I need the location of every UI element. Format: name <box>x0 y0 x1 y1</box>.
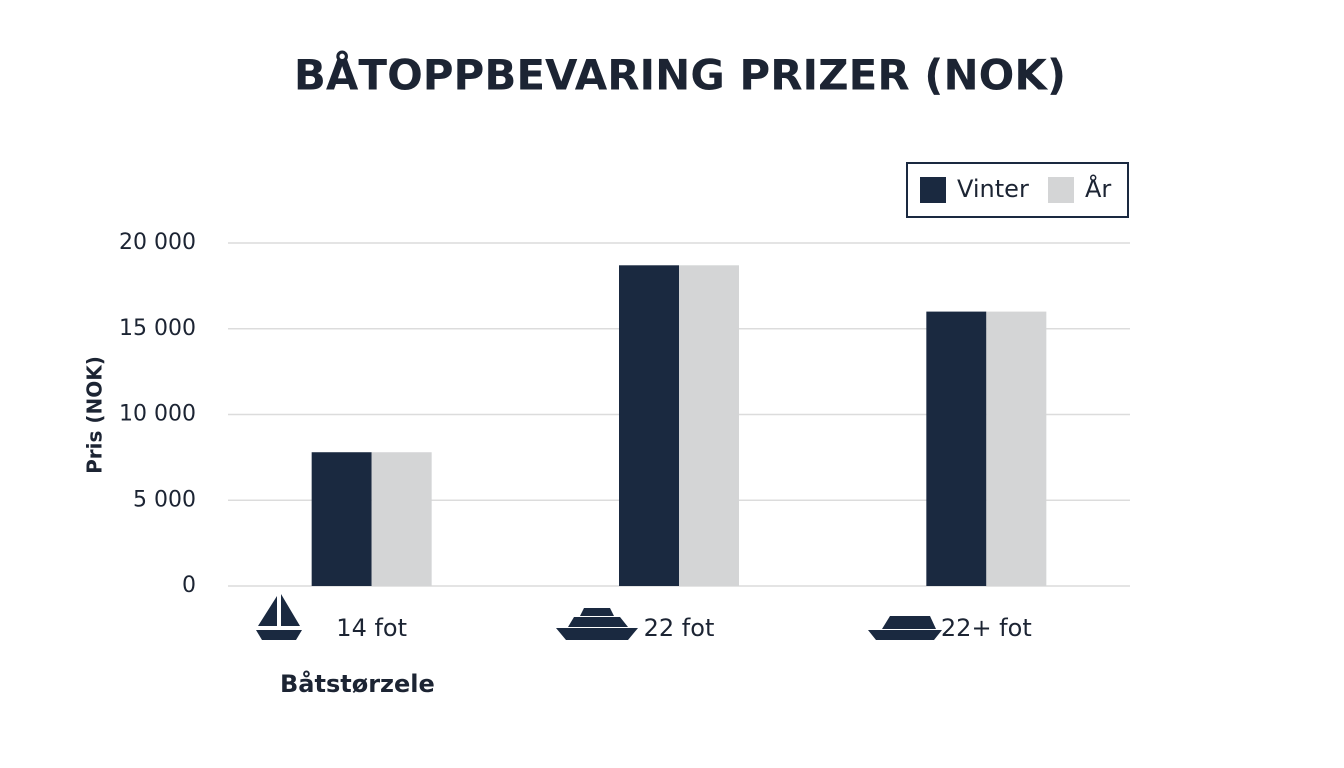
y-tick-label: 0 <box>182 573 196 598</box>
y-tick-label: 10 000 <box>119 402 196 427</box>
bar <box>986 311 1047 586</box>
x-tick-label: 22+ fot <box>941 614 1032 642</box>
y-tick-label: 20 000 <box>119 230 196 255</box>
bar <box>371 452 432 586</box>
legend-label: Vinter <box>957 175 1029 203</box>
y-tick-label: 15 000 <box>119 316 196 341</box>
x-tick-label: 14 fot <box>336 614 407 642</box>
sailboat-icon <box>256 594 302 640</box>
boat-icons <box>256 594 942 640</box>
bar <box>926 311 987 586</box>
legend-label: År <box>1085 174 1111 203</box>
bar <box>619 265 679 586</box>
y-axis-label: Pris (NOK) <box>83 356 107 474</box>
legend-swatch <box>920 177 946 203</box>
bar <box>311 452 372 586</box>
motorboat-icon <box>868 616 942 640</box>
bar <box>679 265 739 586</box>
yacht-icon <box>556 608 638 640</box>
y-tick-label: 5 000 <box>133 487 196 512</box>
x-tick-label: 22 fot <box>644 614 715 642</box>
legend-swatch <box>1048 177 1074 203</box>
chart-title: BÅTOPPBEVARING PRIZER (NOK) <box>294 50 1066 100</box>
x-axis-label: Båtstørzele <box>280 669 435 698</box>
